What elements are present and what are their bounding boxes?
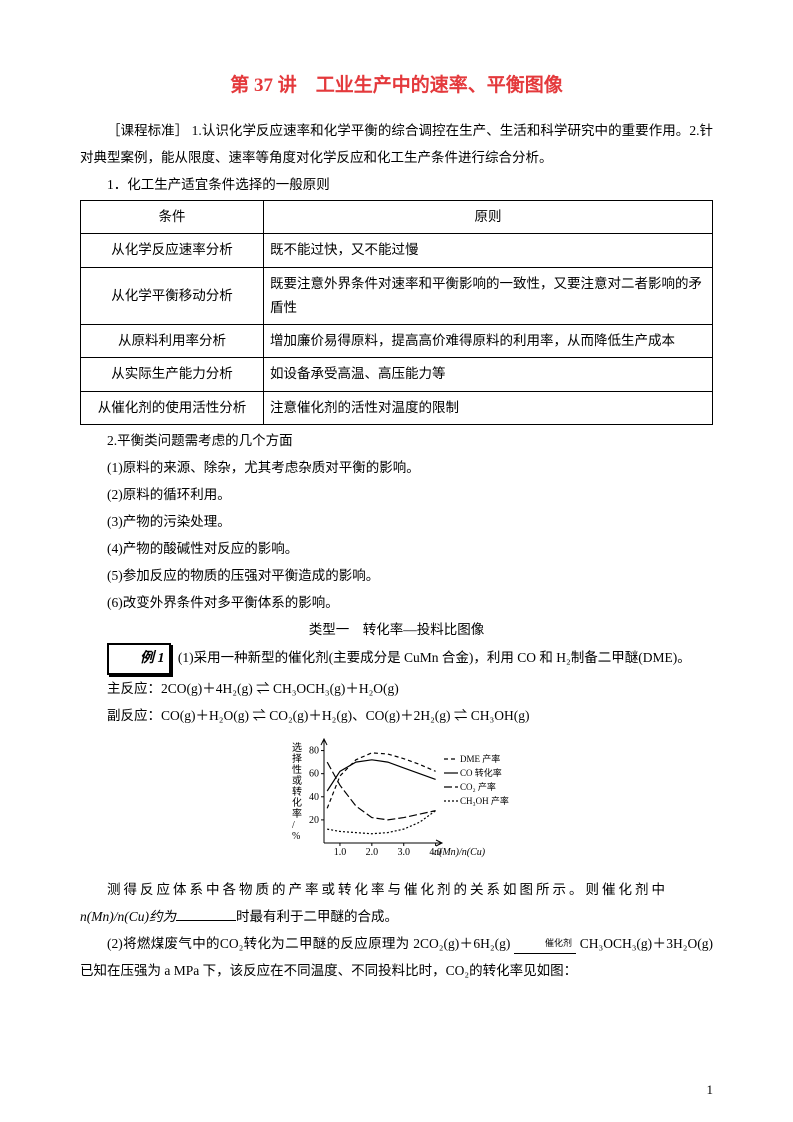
cell-condition: 从催化剂的使用活性分析 <box>81 391 264 424</box>
page-number: 1 <box>707 1082 714 1098</box>
svg-text:1.0: 1.0 <box>333 847 346 858</box>
cell-condition: 从原料利用率分析 <box>81 325 264 358</box>
side-reaction: 副反应：CO(g)＋H₂O(g) ⇌ CO₂(g)＋H₂(g)、CO(g)＋2H… <box>80 702 713 729</box>
cell-rule: 注意催化剂的活性对温度的限制 <box>264 391 713 424</box>
example-label: 例 1 <box>107 643 171 675</box>
table-header-row: 条件 原则 <box>81 201 713 234</box>
bullet-item: (2)原料的循环利用。 <box>80 481 713 508</box>
table-row: 从原料利用率分析 增加廉价易得原料，提高高价难得原料的利用率，从而降低生产成本 <box>81 325 713 358</box>
reaction-eq: CO(g)＋H₂O(g) ⇌ CO₂(g)＋H₂(g)、CO(g)＋2H₂(g)… <box>161 708 529 723</box>
example-2: (2)将燃煤废气中的CO₂转化为二甲醚的反应原理为 2CO₂(g)＋6H₂(g)… <box>80 930 713 984</box>
example-text: (1)采用一种新型的催化剂(主要成分是 Cu­Mn 合金)，利用 CO 和 H₂… <box>178 650 691 665</box>
svg-text:CO 转化率: CO 转化率 <box>460 767 502 778</box>
bullet-item: (4)产物的酸碱性对反应的影响。 <box>80 535 713 562</box>
text-segment: 时最有利于二甲醚的合成。 <box>236 909 398 924</box>
svg-text:60: 60 <box>309 769 319 780</box>
reaction-label: 副反应： <box>107 708 161 723</box>
cell-rule: 如设备承受高温、高压能力等 <box>264 358 713 391</box>
col-header-condition: 条件 <box>81 201 264 234</box>
svg-text:择: 择 <box>292 752 302 765</box>
ratio-text: n(Mn)/n(Cu)约为 <box>80 909 176 924</box>
catalyst-label: 催化剂 <box>514 934 576 954</box>
svg-text:%: % <box>292 831 300 842</box>
svg-text:DME 产率: DME 产率 <box>460 753 500 764</box>
svg-text:化: 化 <box>292 796 302 809</box>
svg-text:率: 率 <box>292 807 302 820</box>
section-1-heading: 1．化工生产适宜条件选择的一般原则 <box>80 171 713 198</box>
cell-rule: 既不能过快，又不能过慢 <box>264 234 713 267</box>
svg-text:n(Mn)/n(Cu): n(Mn)/n(Cu) <box>434 847 486 858</box>
svg-text:或: 或 <box>292 775 302 787</box>
reaction-eq: 2CO(g)＋4H₂(g) ⇌ CH₃OCH₃(g)＋H₂O(g) <box>161 681 399 696</box>
text-segment: (2)将燃煤废气中的CO₂转化为二甲醚的反应原理为 2CO₂(g)＋6H₂(g) <box>107 936 510 951</box>
table-row: 从化学平衡移动分析 既要注意外界条件对速率和平衡影响的一致性，又要注意对二者影响… <box>81 267 713 325</box>
catalyst-arrow: 催化剂 <box>514 934 576 956</box>
main-reaction: 主反应：2CO(g)＋4H₂(g) ⇌ CH₃OCH₃(g)＋H₂O(g) <box>80 675 713 702</box>
text-segment: 测得反应体系中各物质的产率或转化率与催化剂的关系如图所示。则催化剂中 <box>107 882 668 897</box>
table-row: 从催化剂的使用活性分析 注意催化剂的活性对温度的限制 <box>81 391 713 424</box>
svg-text:2.0: 2.0 <box>365 847 378 858</box>
table-row: 从实际生产能力分析 如设备承受高温、高压能力等 <box>81 358 713 391</box>
bullet-item: (6)改变外界条件对多平衡体系的影响。 <box>80 589 713 616</box>
bullet-item: (3)产物的污染处理。 <box>80 508 713 535</box>
document-page: 第 37 讲 工业生产中的速率、平衡图像 ［课程标准］ 1.认识化学反应速率和化… <box>0 0 793 1122</box>
conversion-chart: 204060801.02.03.04.0选择性或转化率/%n(Mn)/n(Cu)… <box>282 733 512 863</box>
cell-condition: 从化学反应速率分析 <box>81 234 264 267</box>
reaction-label: 主反应： <box>107 681 161 696</box>
principles-table: 条件 原则 从化学反应速率分析 既不能过快，又不能过慢 从化学平衡移动分析 既要… <box>80 200 713 425</box>
section-2-heading: 2.平衡类问题需考虑的几个方面 <box>80 427 713 454</box>
cell-condition: 从实际生产能力分析 <box>81 358 264 391</box>
cell-rule: 增加廉价易得原料，提高高价难得原料的利用率，从而降低生产成本 <box>264 325 713 358</box>
svg-text:CO₂ 产率: CO₂ 产率 <box>460 781 496 792</box>
col-header-rule: 原则 <box>264 201 713 234</box>
bullet-item: (1)原料的来源、除杂，尤其考虑杂质对平衡的影响。 <box>80 454 713 481</box>
svg-text:20: 20 <box>309 815 319 826</box>
cell-condition: 从化学平衡移动分析 <box>81 267 264 325</box>
lesson-title: 第 37 讲 工业生产中的速率、平衡图像 <box>80 70 713 97</box>
svg-text:选: 选 <box>292 741 302 754</box>
type-heading: 类型一 转化率—投料比图像 <box>80 616 713 643</box>
chart-container: 204060801.02.03.04.0选择性或转化率/%n(Mn)/n(Cu)… <box>80 733 713 868</box>
example-1-para-2: 测得反应体系中各物质的产率或转化率与催化剂的关系如图所示。则催化剂中 <box>80 876 713 903</box>
example-1-fill: n(Mn)/n(Cu)约为 时最有利于二甲醚的合成。 <box>80 903 713 930</box>
standards-label: ［课程标准］ <box>107 123 188 138</box>
example-1-intro: 例 1 (1)采用一种新型的催化剂(主要成分是 Cu­Mn 合金)，利用 CO … <box>80 643 713 675</box>
svg-text:3.0: 3.0 <box>397 847 410 858</box>
table-row: 从化学反应速率分析 既不能过快，又不能过慢 <box>81 234 713 267</box>
bullet-item: (5)参加反应的物质的压强对平衡造成的影响。 <box>80 562 713 589</box>
svg-text:80: 80 <box>309 746 319 757</box>
fill-blank <box>176 907 236 922</box>
svg-text:/: / <box>292 820 295 831</box>
course-standards: ［课程标准］ 1.认识化学反应速率和化学平衡的综合调控在生产、生活和科学研究中的… <box>80 117 713 171</box>
svg-text:40: 40 <box>309 792 319 803</box>
svg-text:CH₃OH 产率: CH₃OH 产率 <box>460 795 509 806</box>
svg-text:转: 转 <box>292 785 302 798</box>
svg-text:性: 性 <box>292 763 302 776</box>
cell-rule: 既要注意外界条件对速率和平衡影响的一致性，又要注意对二者影响的矛盾性 <box>264 267 713 325</box>
